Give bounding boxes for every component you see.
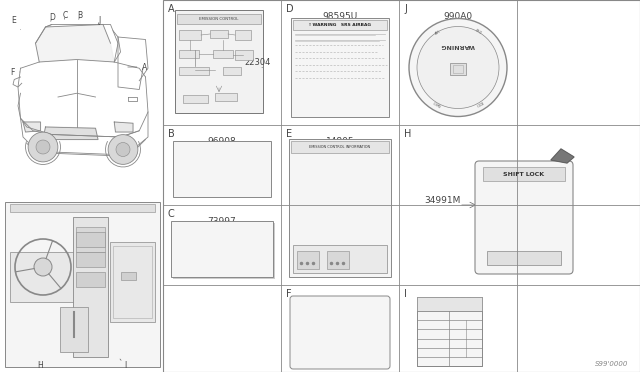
Text: 96908: 96908 [207, 137, 236, 146]
Bar [179, 30, 201, 40]
Circle shape [116, 142, 130, 157]
Text: E: E [12, 16, 20, 30]
Text: H: H [404, 129, 412, 139]
FancyBboxPatch shape [475, 161, 573, 274]
Bar [293, 245, 387, 273]
Text: 990A0: 990A0 [444, 12, 472, 21]
Bar [76, 272, 105, 287]
Bar [73, 217, 108, 357]
Text: B: B [77, 10, 83, 19]
Circle shape [417, 26, 499, 109]
Bar [10, 204, 155, 212]
Bar [173, 223, 275, 279]
Bar [171, 221, 273, 277]
Text: SHIFT LOCK: SHIFT LOCK [504, 171, 545, 176]
Bar [213, 50, 233, 58]
Bar [110, 242, 155, 322]
Text: EMISSION CONTROL: EMISSION CONTROL [199, 17, 239, 21]
Text: WARNING: WARNING [441, 42, 476, 48]
Text: D: D [49, 13, 55, 22]
Text: B: B [168, 129, 175, 139]
Bar [175, 10, 263, 113]
Bar [223, 67, 241, 75]
Text: C: C [62, 10, 68, 19]
Bar [417, 297, 482, 311]
FancyBboxPatch shape [290, 296, 390, 369]
Bar [76, 232, 105, 247]
Text: 22304: 22304 [244, 58, 271, 67]
Bar [235, 30, 251, 40]
Bar [235, 50, 253, 60]
Text: WHO: WHO [433, 99, 443, 106]
Text: J: J [404, 4, 407, 14]
Polygon shape [43, 127, 98, 140]
Bar [453, 64, 463, 73]
Bar [327, 251, 349, 269]
Text: I: I [120, 359, 126, 369]
Bar [417, 297, 482, 366]
Text: 34991M: 34991M [424, 196, 460, 205]
Text: F: F [10, 67, 20, 77]
Bar [113, 246, 152, 318]
Bar [450, 62, 466, 74]
Text: C: C [168, 209, 175, 219]
Text: D: D [286, 4, 294, 14]
Bar [163, 0, 640, 372]
Bar [10, 252, 75, 302]
Text: 99090: 99090 [444, 297, 472, 306]
Bar [291, 141, 389, 153]
Bar [483, 167, 565, 181]
Bar [179, 50, 199, 58]
Bar [210, 30, 228, 38]
Circle shape [36, 140, 50, 154]
Bar [289, 139, 391, 277]
Text: BOD: BOD [474, 99, 483, 106]
Bar [215, 93, 237, 101]
Text: 14805: 14805 [326, 137, 355, 146]
Text: 73997: 73997 [207, 217, 236, 226]
Circle shape [28, 132, 58, 162]
Bar [293, 20, 387, 30]
Bar [60, 307, 88, 352]
Bar [487, 251, 561, 265]
Polygon shape [551, 149, 574, 163]
Text: A: A [128, 62, 148, 71]
Bar [179, 67, 209, 75]
Text: F: F [286, 289, 292, 299]
Bar [76, 227, 105, 252]
Bar [121, 272, 136, 280]
Polygon shape [35, 25, 115, 62]
Text: H: H [37, 360, 43, 369]
Text: S99'0000: S99'0000 [595, 361, 628, 367]
Text: A: A [168, 4, 175, 14]
Bar [177, 14, 261, 24]
Polygon shape [115, 122, 133, 132]
Polygon shape [23, 122, 40, 132]
Text: E: E [286, 129, 292, 139]
Circle shape [108, 135, 138, 164]
Text: 96908M: 96908M [322, 297, 358, 306]
Bar [291, 18, 389, 117]
Text: AIR: AIR [434, 29, 442, 36]
Bar [183, 95, 208, 103]
Bar [297, 251, 319, 269]
Text: I: I [404, 289, 407, 299]
Text: J: J [98, 16, 101, 25]
Bar [5, 202, 160, 367]
Bar [76, 252, 105, 267]
Bar [173, 141, 271, 197]
Text: EMISSION CONTROL INFORMATION: EMISSION CONTROL INFORMATION [309, 145, 371, 149]
Circle shape [409, 19, 507, 116]
Text: 98595U: 98595U [323, 12, 358, 21]
Text: FRO: FRO [474, 29, 483, 36]
Text: ! WARNING   SRS AIRBAG: ! WARNING SRS AIRBAG [309, 23, 371, 27]
Circle shape [34, 258, 52, 276]
